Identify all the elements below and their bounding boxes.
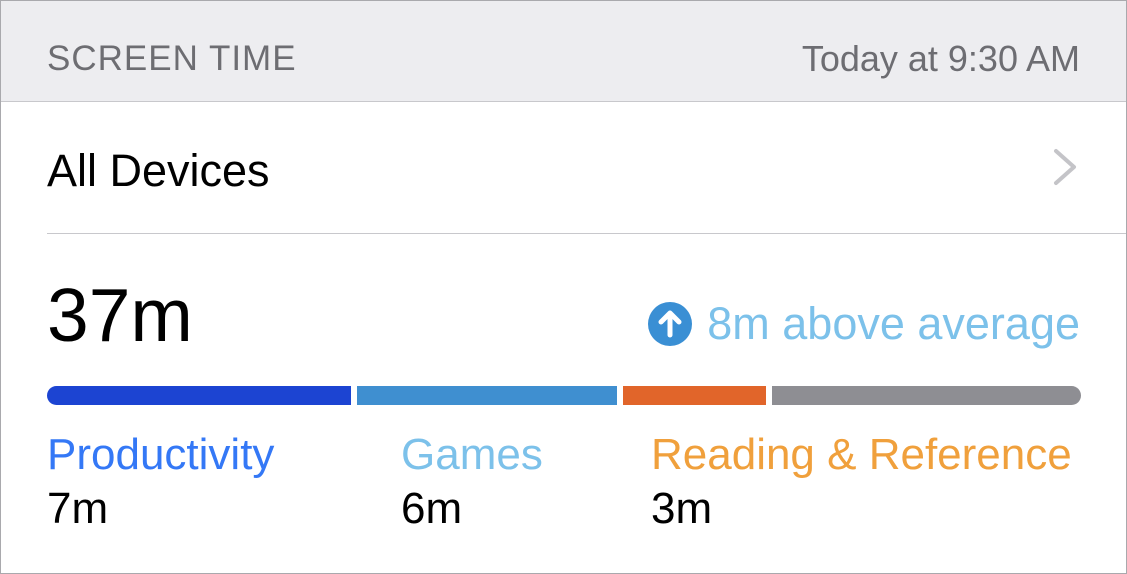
usage-bar-segment-other	[772, 386, 1081, 405]
category-games: Games 6m	[401, 429, 543, 535]
usage-bar-segment-games	[357, 386, 617, 405]
category-reading-reference: Reading & Reference 3m	[651, 429, 1072, 535]
average-comparison: 8m above average	[647, 299, 1080, 349]
category-time: 7m	[47, 484, 109, 533]
category-time: 6m	[401, 484, 463, 533]
chevron-right-icon	[1054, 149, 1076, 185]
last-updated-time: Today at 9:30 AM	[801, 38, 1080, 79]
all-devices-row[interactable]: All Devices	[1, 102, 1126, 233]
category-time: 3m	[651, 484, 713, 533]
total-screen-time: 37m	[47, 273, 193, 357]
row-divider	[47, 233, 1126, 234]
section-title: SCREEN TIME	[47, 39, 297, 78]
all-devices-label: All Devices	[47, 145, 270, 196]
category-name: Reading & Reference	[651, 430, 1072, 479]
category-name: Games	[401, 430, 543, 479]
category-productivity: Productivity 7m	[47, 429, 274, 535]
average-comparison-text: 8m above average	[707, 298, 1080, 349]
usage-bar	[47, 386, 1081, 405]
arrow-up-circle-icon	[648, 302, 693, 346]
category-name: Productivity	[47, 430, 275, 479]
usage-bar-segment-productivity	[47, 386, 351, 405]
section-header: SCREEN TIME Today at 9:30 AM	[1, 1, 1126, 102]
usage-bar-segment-reading	[623, 386, 766, 405]
